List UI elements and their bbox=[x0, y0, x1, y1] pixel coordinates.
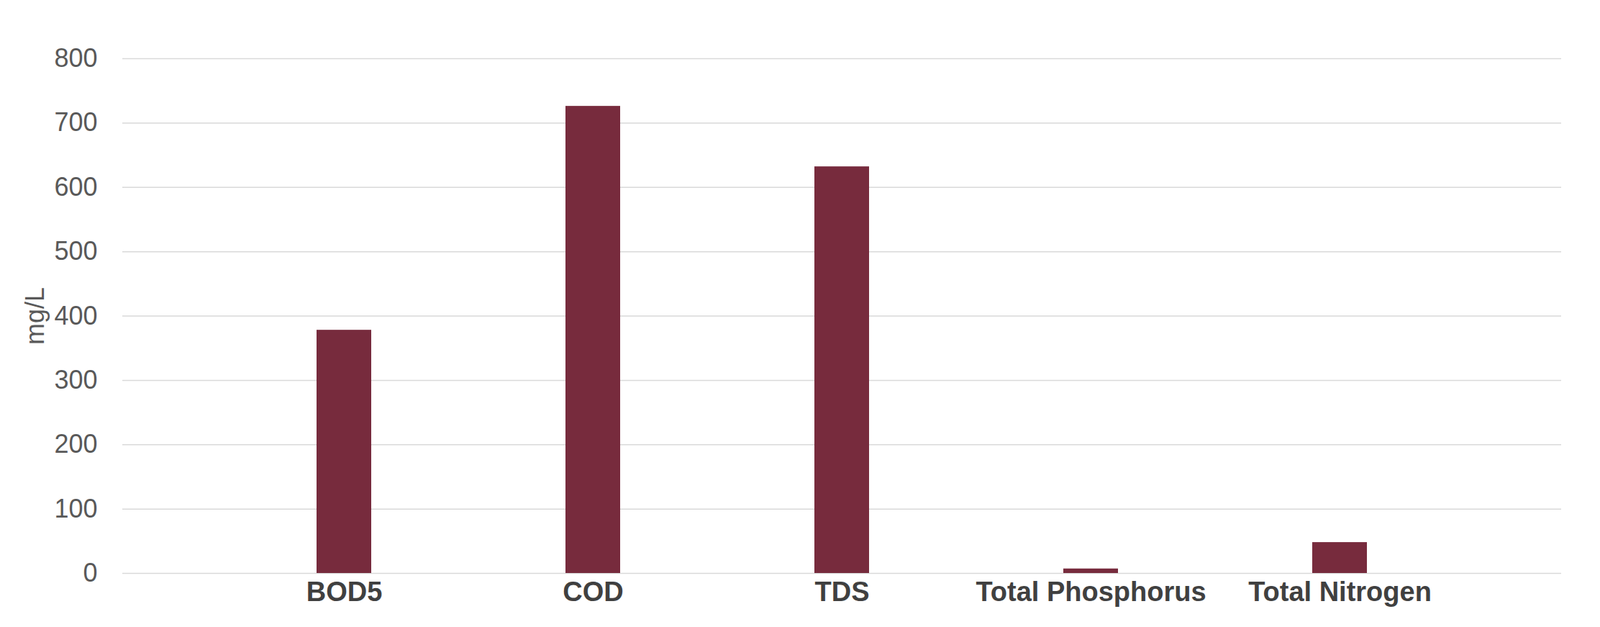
svg-text:Total Phosphorus: Total Phosphorus bbox=[975, 576, 1206, 607]
svg-text:500: 500 bbox=[53, 235, 98, 266]
svg-text:800: 800 bbox=[53, 43, 98, 73]
svg-text:100: 100 bbox=[53, 493, 98, 524]
svg-text:mg/L: mg/L bbox=[20, 287, 50, 345]
svg-text:0: 0 bbox=[82, 557, 98, 588]
svg-text:400: 400 bbox=[53, 300, 98, 331]
svg-text:COD: COD bbox=[562, 576, 624, 607]
svg-text:BOD5: BOD5 bbox=[306, 576, 383, 607]
svg-text:Total Nitrogen: Total Nitrogen bbox=[1248, 576, 1432, 607]
svg-text:700: 700 bbox=[53, 107, 98, 137]
svg-text:200: 200 bbox=[53, 428, 98, 459]
svg-text:300: 300 bbox=[53, 364, 98, 395]
svg-text:TDS: TDS bbox=[815, 576, 870, 607]
svg-text:600: 600 bbox=[53, 171, 98, 202]
